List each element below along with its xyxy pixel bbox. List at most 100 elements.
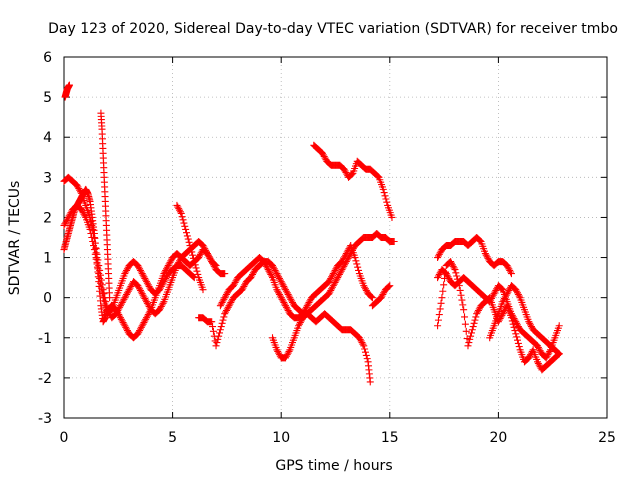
data-point [175,205,183,213]
data-point [213,339,221,347]
data-point [386,282,394,290]
data-point [208,318,216,326]
data-point [447,259,455,267]
data-point [138,270,146,278]
data-point [481,250,489,258]
data-point [285,292,293,300]
data-point [474,307,482,315]
data-point [467,329,475,337]
data-point [456,286,464,294]
data-point [223,289,231,297]
data-point [332,277,340,285]
data-point [534,343,542,351]
data-point [78,207,86,215]
data-point [139,271,147,279]
data-point [476,237,484,245]
data-point [187,245,195,253]
data-point [379,185,387,193]
data-point [191,261,199,269]
data-point [347,171,355,179]
data-point [453,272,461,280]
data-point [137,323,145,331]
data-point [536,347,544,355]
data-point [189,272,197,280]
data-point [121,270,129,278]
data-point [122,323,130,331]
data-point [377,294,385,302]
data-point [119,297,127,305]
data-point [120,320,128,328]
y-tick-label: 3 [43,170,52,186]
data-point [281,300,289,308]
data-point [434,272,442,280]
data-points [60,81,563,386]
data-point [441,268,449,276]
data-point [451,266,459,274]
data-point [341,253,349,261]
data-point [96,279,104,287]
data-point [325,278,333,286]
data-point [136,285,144,293]
data-point [508,317,516,325]
data-point [503,290,511,298]
data-point [334,274,342,282]
data-point [358,339,366,347]
data-point [284,307,292,315]
data-point [209,327,217,335]
data-point [504,263,512,271]
data-point [321,154,329,162]
data-point [260,258,268,266]
data-point [136,327,144,335]
data-point [454,278,462,286]
data-point [444,273,452,281]
data-point [139,320,147,328]
data-point [296,319,304,327]
data-point [263,264,271,272]
data-point [123,289,131,297]
data-point [140,319,148,327]
data-point [282,287,290,295]
data-point [76,186,84,194]
data-point [353,260,361,268]
data-point [367,292,375,300]
data-point [284,290,292,298]
data-point [304,300,312,308]
data-point [174,203,182,211]
data-point [434,316,442,324]
data-point [461,313,469,321]
data-point [95,270,103,278]
data-point [124,287,132,295]
data-point [341,167,349,175]
data-point [280,282,288,290]
data-point [360,342,368,350]
data-point [331,278,339,286]
data-point [195,254,203,262]
data-point [276,292,284,300]
data-point [126,284,134,292]
data-point [99,286,107,294]
data-point [184,235,192,243]
data-point [434,252,442,260]
data-point [442,270,450,278]
data-point [218,298,226,306]
x-tick-label: 25 [598,430,616,446]
data-point [363,355,371,363]
data-point [176,208,184,216]
data-point [546,347,554,355]
data-point [275,289,283,297]
data-point [90,246,98,254]
data-point [199,286,207,294]
data-point [326,276,334,284]
y-tick-label: 2 [43,210,52,226]
data-point [330,268,338,276]
data-point [545,349,553,357]
data-point [472,313,480,321]
data-point [79,209,87,217]
data-point [355,334,363,342]
data-point [221,294,229,302]
data-point [328,285,336,293]
data-point [92,255,100,263]
data-point [497,284,505,292]
data-point [158,301,166,309]
